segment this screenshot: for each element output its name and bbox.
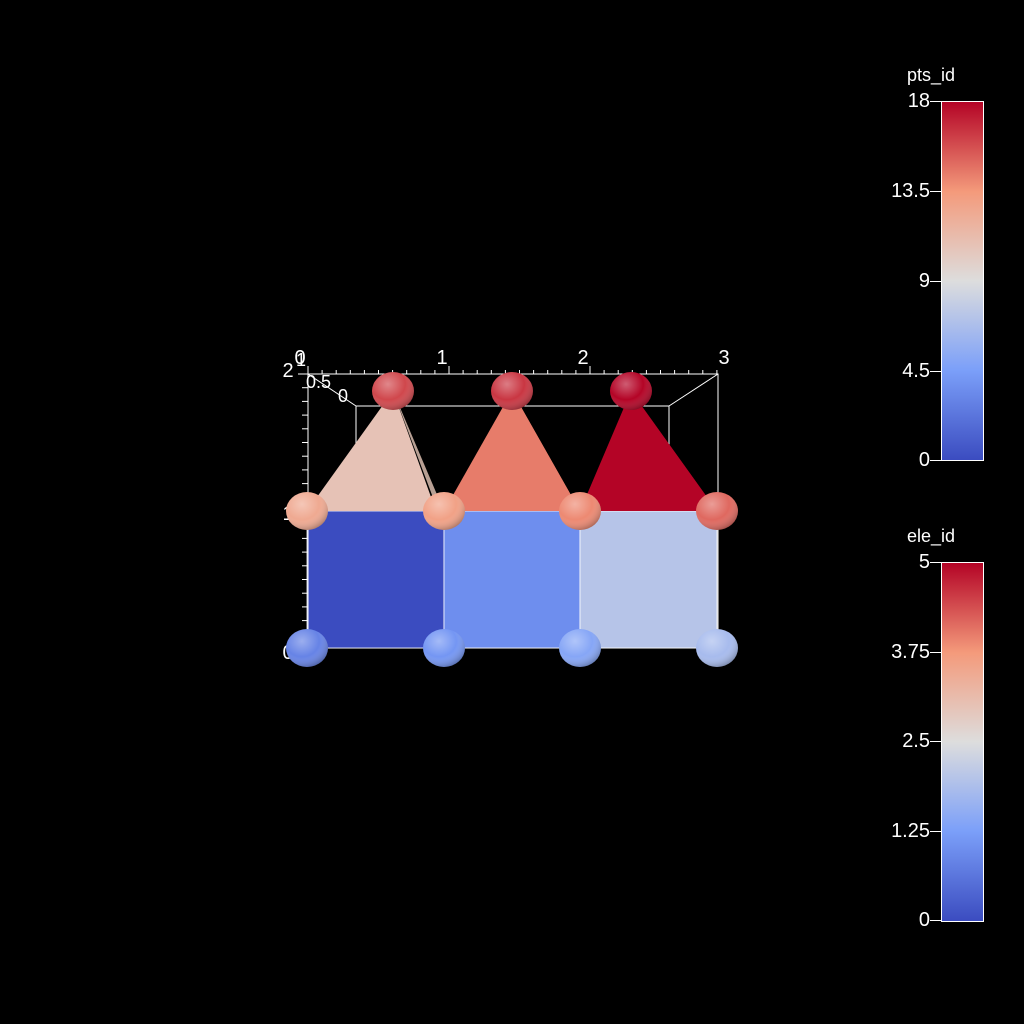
x-tick-label: 3: [718, 347, 729, 369]
colorbar-tick-label: 18: [870, 90, 930, 113]
point-glyph: [610, 372, 652, 410]
colorbar-tick-mark: [930, 191, 942, 192]
x-tick-label: 1: [436, 347, 447, 369]
quad-cell: [580, 511, 717, 648]
colorbar-tick-mark: [930, 741, 942, 742]
x-axis-labels: 0 1 2 3: [294, 347, 729, 369]
point-glyph: [559, 492, 601, 530]
colorbar-gradient: [941, 562, 984, 922]
z-axis-labels: 1 0.5 0: [296, 350, 348, 406]
colorbar-tick-label: 9: [870, 270, 930, 293]
point-glyph: [696, 492, 738, 530]
point-glyph: [491, 372, 533, 410]
colorbar-tick-mark: [930, 831, 942, 832]
quad-cell: [444, 511, 580, 648]
x-tick-label: 2: [577, 347, 588, 369]
z-tick-label: 0: [338, 386, 348, 406]
colorbar-tick-label: 0: [870, 449, 930, 472]
point-glyph: [559, 629, 601, 667]
triangle-cell: [580, 391, 717, 511]
point-glyph: [696, 629, 738, 667]
colorbar-tick-mark: [930, 460, 942, 461]
z-tick-label: 0.5: [306, 372, 331, 392]
colorbar-tick-mark: [930, 281, 942, 282]
quad-cell: [307, 511, 444, 648]
point-glyph: [286, 629, 328, 667]
point-glyph: [423, 492, 465, 530]
colorbar-tick-mark: [930, 652, 942, 653]
colorbar-tick-label: 0: [870, 909, 930, 932]
point-glyph: [372, 372, 414, 410]
colorbar-tick-label: 2.5: [870, 730, 930, 753]
colorbar-title: ele_id: [907, 526, 955, 547]
colorbar-tick-label: 1.25: [870, 820, 930, 843]
colorbar-tick-mark: [930, 562, 942, 563]
colorbar-tick-label: 3.75: [870, 641, 930, 664]
colorbar-tick-label: 4.5: [870, 360, 930, 383]
point-glyph: [286, 492, 328, 530]
colorbar-tick-mark: [930, 101, 942, 102]
colorbar-tick-mark: [930, 371, 942, 372]
z-tick-label: 1: [296, 350, 306, 370]
box-edge: [669, 374, 718, 406]
point-glyph: [423, 629, 465, 667]
colorbar-tick-label: 13.5: [870, 180, 930, 203]
colorbar-tick-mark: [930, 920, 942, 921]
colorbar-gradient: [941, 101, 984, 461]
y-tick-label: 2: [282, 360, 293, 382]
colorbar-tick-label: 5: [870, 551, 930, 574]
quad-cells: [307, 511, 717, 648]
colorbar-title: pts_id: [907, 65, 955, 86]
